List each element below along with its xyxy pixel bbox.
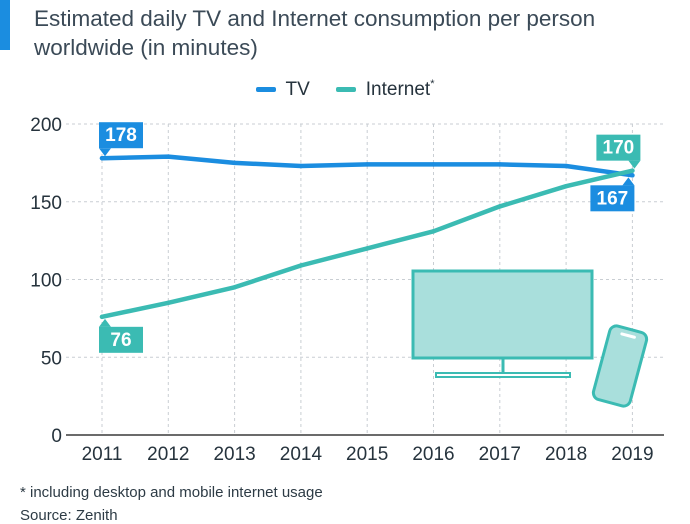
- data-label-tv-2011: 178: [99, 122, 143, 157]
- legend-label-internet: Internet*: [365, 78, 435, 100]
- data-label-text: 76: [110, 330, 131, 351]
- footnote: * including desktop and mobile internet …: [20, 484, 323, 501]
- x-tick-label: 2019: [611, 444, 653, 465]
- y-tick-label: 100: [30, 271, 62, 292]
- data-label-box: [99, 122, 143, 149]
- chart-title: Estimated daily TV and Internet consumpt…: [34, 6, 596, 60]
- data-label-internet-2019: 170: [596, 134, 641, 169]
- data-label-box: [590, 185, 635, 212]
- chart-legend: TV Internet*: [0, 78, 690, 101]
- legend-item-tv: TV: [255, 78, 310, 101]
- legend-swatch-internet: [335, 87, 356, 92]
- data-point-internet: [630, 168, 635, 173]
- television-icon: [411, 269, 594, 378]
- x-tick-label: 2018: [545, 444, 587, 465]
- source-note: Source: Zenith: [20, 507, 118, 524]
- x-tick-label: 2015: [346, 444, 388, 465]
- data-label-pointer: [99, 318, 111, 327]
- data-point-tv: [563, 163, 569, 169]
- y-tick-label: 50: [41, 348, 62, 369]
- data-point-tv: [166, 154, 171, 159]
- legend-label-tv: TV: [285, 78, 310, 100]
- y-tick-label: 0: [51, 426, 62, 447]
- y-tick-label: 200: [30, 115, 62, 136]
- legend-swatch-tv: [255, 87, 276, 92]
- y-tick-label: 150: [30, 193, 62, 214]
- data-label-tv-2019: 167: [590, 177, 635, 212]
- data-label-text: 170: [603, 138, 635, 159]
- data-point-internet: [431, 229, 436, 234]
- x-tick-label: 2014: [280, 444, 323, 465]
- x-tick-label: 2012: [147, 444, 189, 465]
- data-point-tv: [99, 156, 105, 161]
- x-tick-label: 2017: [479, 444, 521, 465]
- data-point-internet: [365, 246, 370, 251]
- data-point-tv: [365, 162, 370, 167]
- series-lines: [99, 154, 635, 320]
- data-label-box: [596, 134, 641, 161]
- data-point-tv: [431, 162, 436, 167]
- data-point-internet: [166, 300, 171, 306]
- data-label-internet-2011: 76: [99, 318, 143, 353]
- title-accent-bar: [0, 0, 10, 50]
- data-point-internet: [497, 204, 502, 209]
- data-point-internet: [99, 314, 105, 320]
- data-label-text: 167: [597, 188, 629, 209]
- data-point-internet: [232, 285, 237, 290]
- x-tick-label: 2011: [82, 444, 123, 465]
- data-label-box: [99, 326, 143, 353]
- axis-labels: 0 50 100 150 200 2011 2012 2013 2014 2015 2016 2017…: [30, 115, 653, 465]
- data-point-tv: [497, 162, 502, 167]
- data-point-tv: [298, 163, 304, 169]
- smartphone-icon: [591, 324, 649, 408]
- legend-footnote-marker: *: [430, 78, 435, 90]
- data-point-tv: [232, 160, 237, 166]
- data-point-internet: [563, 184, 569, 189]
- legend-item-internet: Internet*: [335, 78, 435, 101]
- data-label-pointer: [622, 177, 635, 186]
- data-point-tv: [630, 173, 635, 178]
- data-point-internet: [298, 263, 304, 268]
- data-label-text: 178: [105, 125, 137, 146]
- data-labels: 178 167 76 170: [99, 122, 641, 353]
- data-label-pointer: [628, 160, 641, 169]
- x-tick-label: 2013: [213, 444, 255, 465]
- x-tick-label: 2016: [412, 444, 454, 465]
- data-label-pointer: [99, 148, 111, 157]
